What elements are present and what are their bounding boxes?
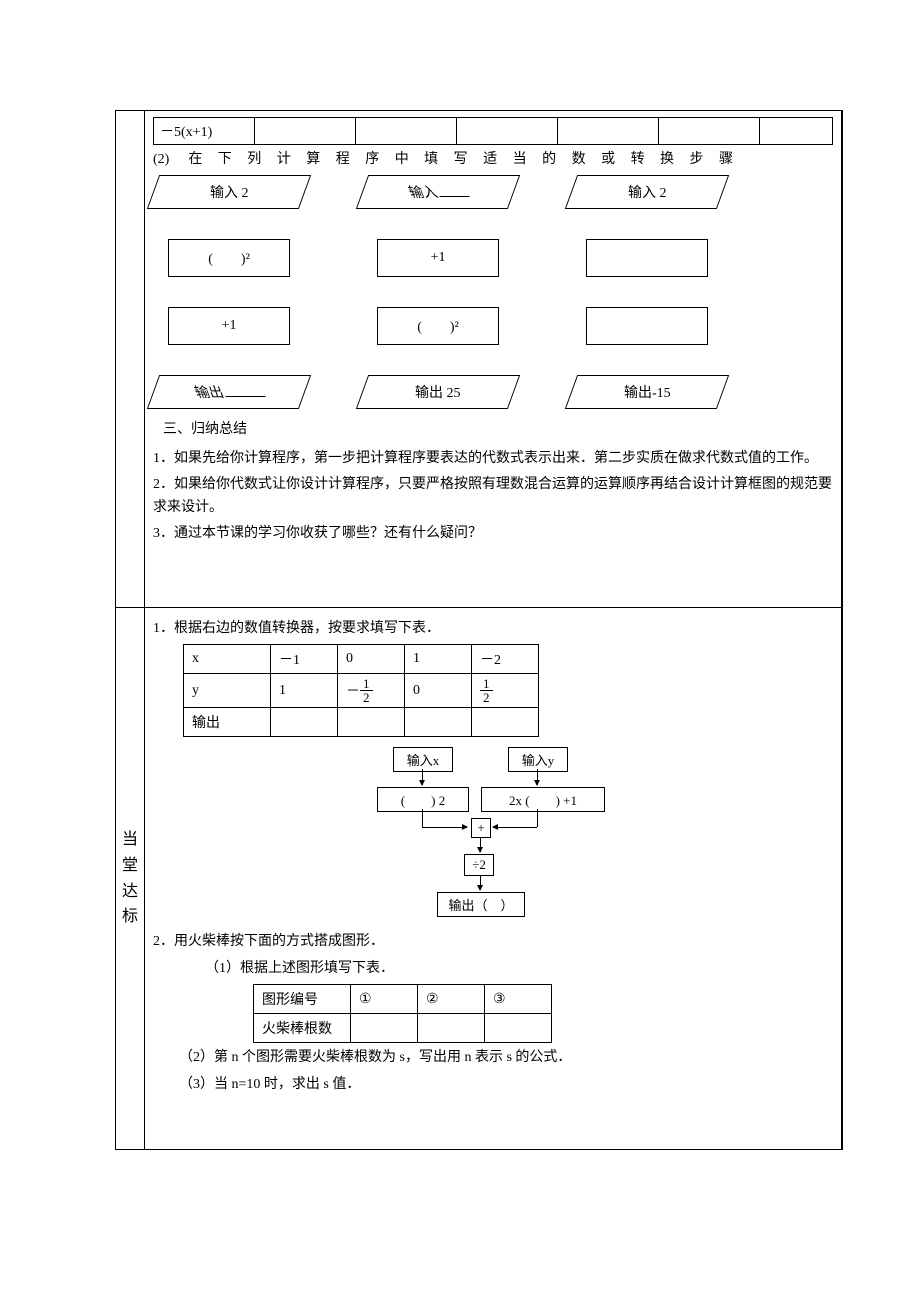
t1-cell: －1 [271, 645, 338, 674]
upper-right-cell [842, 111, 843, 608]
div-box: ÷2 [464, 854, 494, 876]
plus-box: + [471, 818, 491, 838]
section3-title: 三、归纳总结 [163, 419, 833, 441]
arrow-icon [480, 876, 481, 890]
outer-layout-table: －5(x+1) (2) 在下列计算程序中填写适当的数或转换步骤 输入 2 ( )… [115, 110, 843, 1150]
side-char: 标 [122, 908, 138, 925]
step-box: ( )² [377, 307, 499, 345]
t1-cell: x [184, 645, 271, 674]
side-label: 当 堂 达 标 [122, 827, 138, 929]
table1: x －1 0 1 －2 y 1 －12 0 12 输出 [183, 644, 539, 737]
expr-cell: －5(x+1) [153, 117, 255, 145]
input-label: 输入 2 [628, 182, 667, 202]
empty-cell [659, 117, 760, 145]
output-box: 输出-15 [565, 375, 729, 409]
summary-2: 2．如果给你代数式让你设计计算程序，只要严格按照有理数混合运算的运算顺序再结合设… [153, 474, 833, 519]
step-box [586, 239, 708, 277]
side-char: 堂 [122, 857, 138, 874]
t1-cell: 0 [405, 674, 472, 708]
t2-h2: 火柴棒根数 [254, 1014, 351, 1043]
q2-text: (2) 在下列计算程序中填写适当的数或转换步骤 [153, 149, 733, 171]
summary-3: 3．通过本节课的学习你收获了哪些？还有什么疑问？ [153, 523, 833, 545]
step-label: ( )² [417, 316, 459, 336]
t2-cell [485, 1014, 552, 1043]
flow-col-3: 输入 2 输出-15 [571, 175, 723, 409]
lower-right-cell [842, 608, 843, 1150]
side-char: 达 [122, 883, 138, 900]
p2-text: 2．用火柴棒按下面的方式搭成图形． [153, 931, 833, 953]
input-box: 输入 2 [565, 175, 729, 209]
step-label: +1 [431, 250, 446, 266]
step-box [586, 307, 708, 345]
flow-col-2: 输入 +1 ( )² 输出 25 [362, 175, 514, 409]
expr-row: －5(x+1) [153, 117, 833, 145]
empty-cell [558, 117, 659, 145]
output-box: 输出（ ） [437, 892, 525, 917]
t1-cell: 1 [271, 674, 338, 708]
flowchart-set: 输入 2 ( )² +1 输出 输入 +1 ( )² 输出 25 输入 2 输出… [153, 175, 723, 409]
summary-1: 1．如果先给你计算程序，第一步把计算程序要表达的代数式表示出来．第二步实质在做求… [153, 448, 833, 470]
t2-h1: 图形编号 [254, 985, 351, 1014]
input-label: 输入 2 [210, 182, 249, 202]
input-box: 输入 2 [147, 175, 311, 209]
side-char: 当 [122, 831, 138, 848]
t1-cell [271, 708, 338, 737]
input-label: 输入 [409, 182, 467, 202]
t1-cell: －12 [338, 674, 405, 708]
output-box: 输出 25 [356, 375, 520, 409]
p2-3: （3）当 n=10 时，求出 s 值． [153, 1074, 833, 1096]
sq-box: ( ) 2 [377, 787, 469, 812]
output-box: 输出 [147, 375, 311, 409]
input-box: 输入 [356, 175, 520, 209]
page: －5(x+1) (2) 在下列计算程序中填写适当的数或转换步骤 输入 2 ( )… [0, 0, 920, 1302]
t2-cell [351, 1014, 418, 1043]
step-label: +1 [222, 318, 237, 334]
t1-cell [405, 708, 472, 737]
p1-text: 1．根据右边的数值转换器，按要求填写下表． [153, 618, 833, 640]
arrow-icon [493, 827, 537, 828]
output-label: 输出-15 [624, 382, 671, 402]
side-label-cell: 当 堂 达 标 [116, 608, 145, 1150]
step-box: ( )² [168, 239, 290, 277]
lower-content-cell: 1．根据右边的数值转换器，按要求填写下表． x －1 0 1 －2 y 1 －1… [145, 608, 842, 1150]
arrow-icon [422, 827, 467, 828]
t2-col: ② [418, 985, 485, 1014]
empty-cell [255, 117, 356, 145]
empty-cell [760, 117, 833, 145]
table2: 图形编号 ① ② ③ 火柴棒根数 [253, 984, 552, 1043]
t2-col: ① [351, 985, 418, 1014]
t1-cell: 1 [405, 645, 472, 674]
empty-cell [356, 117, 457, 145]
t1-cell [338, 708, 405, 737]
step-label: ( )² [208, 248, 250, 268]
step-box: +1 [377, 239, 499, 277]
t1-cell: 12 [472, 674, 539, 708]
upper-content-cell: －5(x+1) (2) 在下列计算程序中填写适当的数或转换步骤 输入 2 ( )… [145, 111, 842, 608]
p2-1: （1）根据上述图形填写下表． [153, 958, 833, 980]
t1-cell [472, 708, 539, 737]
t2-cell [418, 1014, 485, 1043]
arrow-icon [480, 838, 481, 852]
t1-cell: 0 [338, 645, 405, 674]
arrow-icon [422, 769, 423, 785]
output-label: 输出 [195, 382, 263, 402]
input-y-box: 输入y [508, 747, 568, 772]
input-x-box: 输入x [393, 747, 453, 772]
t1-cell: y [184, 674, 271, 708]
step-box: +1 [168, 307, 290, 345]
t1-cell: 输出 [184, 708, 271, 737]
flow-col-1: 输入 2 ( )² +1 输出 [153, 175, 305, 409]
p2-2: （2）第 n 个图形需要火柴棒根数为 s，写出用 n 表示 s 的公式． [153, 1047, 833, 1069]
converter-diagram: 输入x 输入y ( ) 2 2x ( ) +1 + ÷2 输出（ ） [353, 747, 633, 927]
upper-label-cell [116, 111, 145, 608]
t2-col: ③ [485, 985, 552, 1014]
line [422, 809, 423, 827]
t1-cell: －2 [472, 645, 539, 674]
line [537, 809, 538, 827]
empty-cell [457, 117, 558, 145]
b2-box: 2x ( ) +1 [481, 787, 605, 812]
output-label: 输出 25 [415, 382, 461, 402]
arrow-icon [537, 769, 538, 785]
